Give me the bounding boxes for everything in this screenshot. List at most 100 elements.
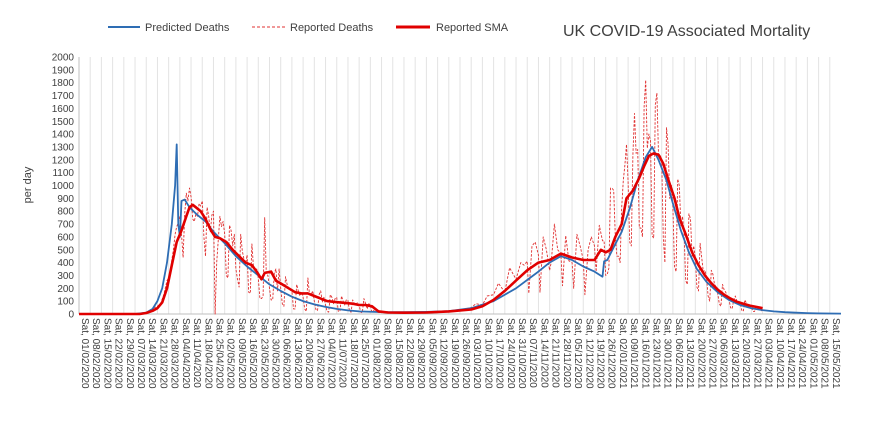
y-axis-label: per day: [22, 166, 34, 203]
x-tick-label: Sat, 10/04/2021: [774, 318, 785, 389]
x-tick-label: Sat, 20/02/2021: [695, 318, 706, 389]
x-tick-label: Sat, 08/02/2020: [90, 318, 101, 389]
x-tick-label: Sat, 15/02/2020: [101, 318, 112, 389]
x-tick-label: Sat, 21/11/2020: [550, 318, 561, 388]
x-tick-label: Sat, 06/03/2021: [718, 318, 729, 389]
legend-label-predicted: Predicted Deaths: [145, 22, 230, 34]
x-tick-label: Sat, 09/05/2020: [236, 318, 247, 389]
x-tick-label: Sat, 10/10/2020: [482, 318, 493, 389]
x-tick-label: Sat, 09/01/2021: [628, 318, 639, 389]
x-tick-label: Sat, 12/09/2020: [438, 318, 449, 389]
series-lines: [79, 79, 842, 316]
x-tick-label: Sat, 12/12/2020: [583, 318, 594, 389]
legend-item-reported-deaths: Reported Deaths: [252, 22, 374, 34]
y-tick-label: 2000: [52, 53, 75, 64]
x-tick-label: Sat, 15/05/2021: [830, 318, 841, 389]
legend-label-sma: Reported SMA: [436, 22, 509, 34]
x-tick-label: Sat, 17/10/2020: [494, 318, 505, 389]
x-tick-label: Sat, 27/06/2020: [314, 318, 325, 389]
legend-item-predicted-deaths: Predicted Deaths: [108, 22, 230, 34]
axes: [78, 57, 841, 315]
x-tick-label: Sat, 01/02/2020: [79, 318, 90, 389]
x-tick-label: Sat, 02/05/2020: [225, 318, 236, 389]
y-tick-label: 1000: [52, 181, 75, 192]
x-tick-label: Sat, 05/09/2020: [426, 318, 437, 389]
y-tick-label: 100: [57, 297, 74, 308]
x-tick-label: Sat, 03/04/2021: [763, 318, 774, 389]
x-tick-label: Sat, 29/02/2020: [124, 318, 135, 389]
x-tick-label: Sat, 21/03/2020: [157, 318, 168, 389]
x-tick-label: Sat, 30/05/2020: [270, 318, 281, 389]
x-tick-label: Sat, 04/07/2020: [326, 318, 337, 389]
x-tick-label: Sat, 14/11/2020: [538, 318, 549, 388]
x-tick-label: Sat, 13/06/2020: [292, 318, 303, 389]
x-tick-label: Sat, 08/08/2020: [382, 318, 393, 389]
x-tick-label: Sat, 20/03/2021: [740, 318, 751, 389]
x-tick-label: Sat, 08/05/2021: [819, 318, 830, 389]
x-tick-label: Sat, 11/07/2020: [337, 318, 348, 388]
x-tick-label: Sat, 28/11/2020: [561, 318, 572, 388]
gridlines: [78, 57, 831, 314]
x-tick-label: Sat, 25/04/2020: [213, 318, 224, 389]
x-tick-label: Sat, 22/02/2020: [113, 318, 124, 389]
y-tick-label: 900: [57, 194, 74, 205]
y-tick-label: 1600: [52, 104, 75, 115]
y-tick-label: 1300: [52, 142, 75, 153]
x-tick-label: Sat, 22/08/2020: [404, 318, 415, 389]
x-tick-label: Sat, 24/04/2021: [796, 318, 807, 389]
x-tick-label: Sat, 05/12/2020: [572, 318, 583, 389]
x-tick-label: Sat, 28/03/2020: [169, 318, 180, 389]
x-tick-label: Sat, 23/05/2020: [258, 318, 269, 389]
chart-title: UK COVID-19 Associated Mortality: [563, 23, 810, 40]
x-tick-label: Sat, 06/02/2021: [673, 318, 684, 389]
series-line-reported-sma: [79, 152, 763, 316]
y-tick-label: 1700: [52, 91, 75, 102]
y-tick-label: 400: [57, 258, 74, 269]
y-tick-label: 500: [57, 245, 74, 256]
series-line-predicted-deaths: [79, 143, 842, 315]
x-tick-label: Sat, 19/09/2020: [449, 318, 460, 389]
x-tick-label: Sat, 20/06/2020: [303, 318, 314, 389]
legend: Predicted Deaths Reported Deaths Reporte…: [108, 22, 509, 34]
x-tick-label: Sat, 16/05/2020: [247, 318, 258, 389]
x-tick-label: Sat, 11/04/2020: [191, 318, 202, 388]
x-tick-label: Sat, 27/03/2021: [751, 318, 762, 389]
x-tick-label: Sat, 24/10/2020: [505, 318, 516, 389]
x-tick-label: Sat, 13/02/2021: [684, 318, 695, 389]
y-tick-label: 1200: [52, 155, 75, 166]
x-tick-label: Sat, 31/10/2020: [516, 318, 527, 389]
x-tick-label: Sat, 17/04/2021: [785, 318, 796, 389]
x-tick-label: Sat, 19/12/2020: [594, 318, 605, 389]
x-tick-label: Sat, 02/01/2021: [617, 318, 628, 389]
x-tick-label: Sat, 27/02/2021: [707, 318, 718, 389]
x-tick-label: Sat, 18/07/2020: [348, 318, 359, 389]
x-tick-label: Sat, 26/09/2020: [460, 318, 471, 389]
x-tick-label: Sat, 01/08/2020: [370, 318, 381, 389]
x-tick-label: Sat, 25/07/2020: [359, 318, 370, 389]
y-tick-label: 0: [68, 310, 74, 321]
x-tick-label: Sat, 26/12/2020: [606, 318, 617, 389]
y-tick-label: 1400: [52, 130, 75, 141]
x-tick-label: Sat, 13/03/2021: [729, 318, 740, 389]
y-tick-label: 1800: [52, 78, 75, 89]
y-tick-label: 800: [57, 207, 74, 218]
x-tick-label: Sat, 14/03/2020: [146, 318, 157, 389]
x-tick-label: Sat, 07/03/2020: [135, 318, 146, 389]
x-tick-label: Sat, 18/04/2020: [202, 318, 213, 389]
x-tick-labels: Sat, 01/02/2020 Sat, 08/02/2020 Sat, 15/02…: [79, 318, 841, 389]
x-tick-label: Sat, 16/01/2021: [639, 318, 650, 389]
y-tick-label: 600: [57, 232, 74, 243]
x-tick-label: Sat, 23/01/2021: [651, 318, 662, 389]
x-tick-label: Sat, 29/08/2020: [415, 318, 426, 389]
y-tick-label: 1500: [52, 117, 75, 128]
x-tick-label: Sat, 01/05/2021: [807, 318, 818, 389]
x-tick-label: Sat, 07/11/2020: [527, 318, 538, 388]
legend-item-reported-sma: Reported SMA: [396, 22, 509, 34]
x-tick-label: Sat, 03/10/2020: [471, 318, 482, 389]
y-tick-label: 1100: [52, 168, 74, 179]
y-tick-label: 700: [57, 220, 74, 231]
